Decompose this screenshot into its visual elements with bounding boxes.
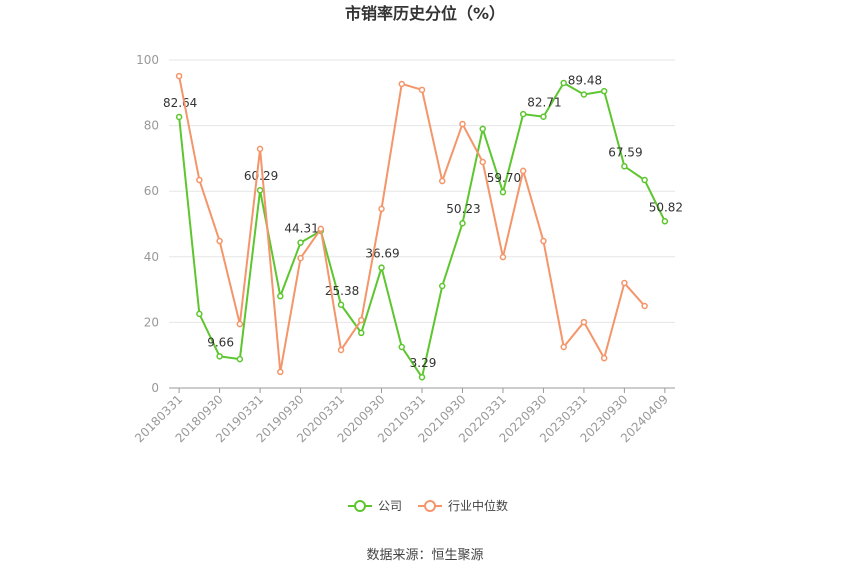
data-point (378, 264, 385, 271)
y-tick-label: 100 (136, 53, 159, 67)
data-label: 3.29 (410, 356, 437, 370)
data-point (519, 167, 527, 175)
data-point (236, 355, 244, 363)
data-point (398, 343, 406, 351)
source-note: 数据来源：恒生聚源 (366, 548, 483, 563)
data-label: 82.71 (527, 96, 561, 110)
data-point (337, 346, 345, 354)
data-label: 82.64 (163, 96, 197, 110)
data-point (438, 282, 446, 290)
y-tick-label: 40 (144, 250, 159, 264)
data-point (216, 353, 223, 360)
data-point (418, 373, 426, 381)
data-point (621, 163, 628, 170)
data-point (175, 72, 183, 80)
data-label: 25.38 (325, 284, 359, 298)
data-label: 59.70 (487, 171, 521, 185)
y-tick-label: 60 (144, 184, 159, 198)
data-point (418, 86, 426, 94)
data-point (641, 176, 648, 184)
data-point (358, 329, 365, 337)
data-point (317, 225, 325, 233)
data-point (641, 302, 648, 310)
data-point (580, 91, 588, 98)
data-point (519, 110, 527, 118)
data-label: 36.69 (365, 247, 399, 261)
data-point (256, 186, 264, 194)
data-label: 50.23 (446, 202, 480, 216)
data-label: 44.31 (284, 222, 318, 236)
data-point (398, 80, 406, 88)
data-point (216, 237, 223, 245)
data-point (256, 145, 264, 153)
data-point (297, 254, 304, 262)
data-point (459, 219, 466, 227)
data-point (337, 301, 345, 309)
data-point (560, 79, 567, 87)
data-point (540, 237, 547, 245)
series-line (178, 75, 646, 373)
data-point (580, 318, 588, 326)
data-label: 60.29 (244, 169, 278, 183)
y-tick-label: 20 (144, 315, 159, 329)
data-point (661, 218, 669, 225)
data-point (297, 239, 304, 246)
data-label: 67.59 (608, 145, 642, 159)
y-tick-label: 80 (144, 119, 159, 133)
data-point (378, 205, 385, 213)
series-line (178, 81, 666, 380)
data-point (499, 188, 507, 196)
data-point (277, 292, 284, 300)
legend-marker (354, 500, 366, 512)
data-point (540, 113, 547, 120)
data-point (196, 176, 203, 184)
data-point (175, 113, 183, 121)
data-point (621, 279, 628, 287)
data-point (459, 120, 466, 128)
data-point (560, 343, 567, 351)
y-tick-label: 0 (151, 381, 159, 395)
data-point (438, 177, 446, 185)
data-point (196, 310, 203, 318)
data-point (236, 320, 244, 328)
data-point (358, 316, 365, 324)
legend-label: 行业中位数 (448, 498, 508, 513)
data-point (499, 253, 507, 261)
data-label: 50.82 (649, 200, 683, 214)
data-point (479, 158, 486, 166)
chart-title: 市销率历史分位（%） (345, 4, 505, 23)
legend-marker (424, 500, 437, 512)
data-point (277, 368, 284, 376)
data-point (600, 87, 608, 95)
data-point (600, 354, 608, 362)
data-label: 9.66 (207, 335, 234, 349)
data-point (479, 125, 486, 133)
legend-label: 公司 (378, 499, 402, 513)
data-label: 89.48 (568, 74, 602, 88)
